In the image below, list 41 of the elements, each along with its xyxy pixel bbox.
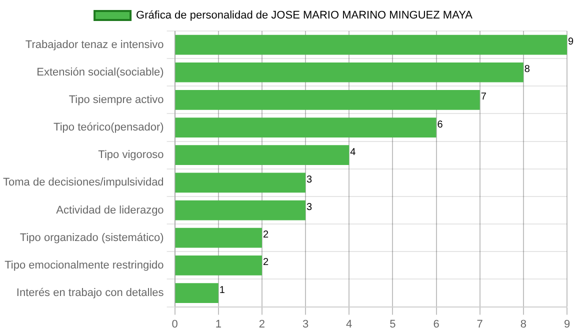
x-tick-label: 8 [520,318,526,330]
x-tick-label: 5 [390,318,396,330]
bar [175,90,480,110]
y-tick-label: Tipo teórico(pensador) [54,122,164,134]
bar [175,118,436,138]
bar [175,62,524,82]
data-label: 2 [262,230,269,241]
y-tick-label: Actividad de liderazgo [56,204,164,216]
y-tick-label: Tipo emocionalmente restringido [4,259,164,272]
x-tick-label: 4 [346,318,352,330]
bar [175,34,567,55]
x-tick-label: 9 [564,318,570,330]
bar [175,200,306,220]
data-label: 9 [568,36,574,48]
data-label: 4 [350,146,356,158]
x-tick-label: 2 [258,318,266,330]
y-tick-label: Tipo vigoroso [98,149,164,162]
y-tick-label: Trabajador tenaz e intensivo [25,38,164,51]
y-tick-label: Tipo siempre activo [68,94,164,106]
data-label: 7 [480,92,487,103]
data-label: 2 [262,257,269,268]
x-tick-label: 0 [172,318,178,330]
y-tick-label: Toma de decisiones/impulsividad [2,176,164,189]
x-tick-label: 6 [433,318,440,330]
y-tick-label: Interés en trabajo con detalles [16,287,164,300]
data-label: 3 [306,202,313,214]
legend-label: Gráfica de personalidad de JOSE MARIO MARINO MINGUEZ MAYA [136,10,474,22]
bar [175,283,218,303]
bar [175,228,262,248]
data-label: 3 [306,174,313,186]
y-tick-label: Tipo organizado (sistemático) [20,232,164,244]
data-label: 1 [219,284,226,296]
x-tick-label: 1 [215,318,222,330]
data-label: 8 [524,64,530,76]
y-tick-label: Extensión social(sociable) [36,66,164,78]
bar [175,145,350,166]
data-label: 6 [437,119,444,130]
bar [175,172,306,193]
x-tick-label: 7 [476,318,483,330]
bar [175,256,262,276]
x-tick-label: 3 [302,318,309,330]
